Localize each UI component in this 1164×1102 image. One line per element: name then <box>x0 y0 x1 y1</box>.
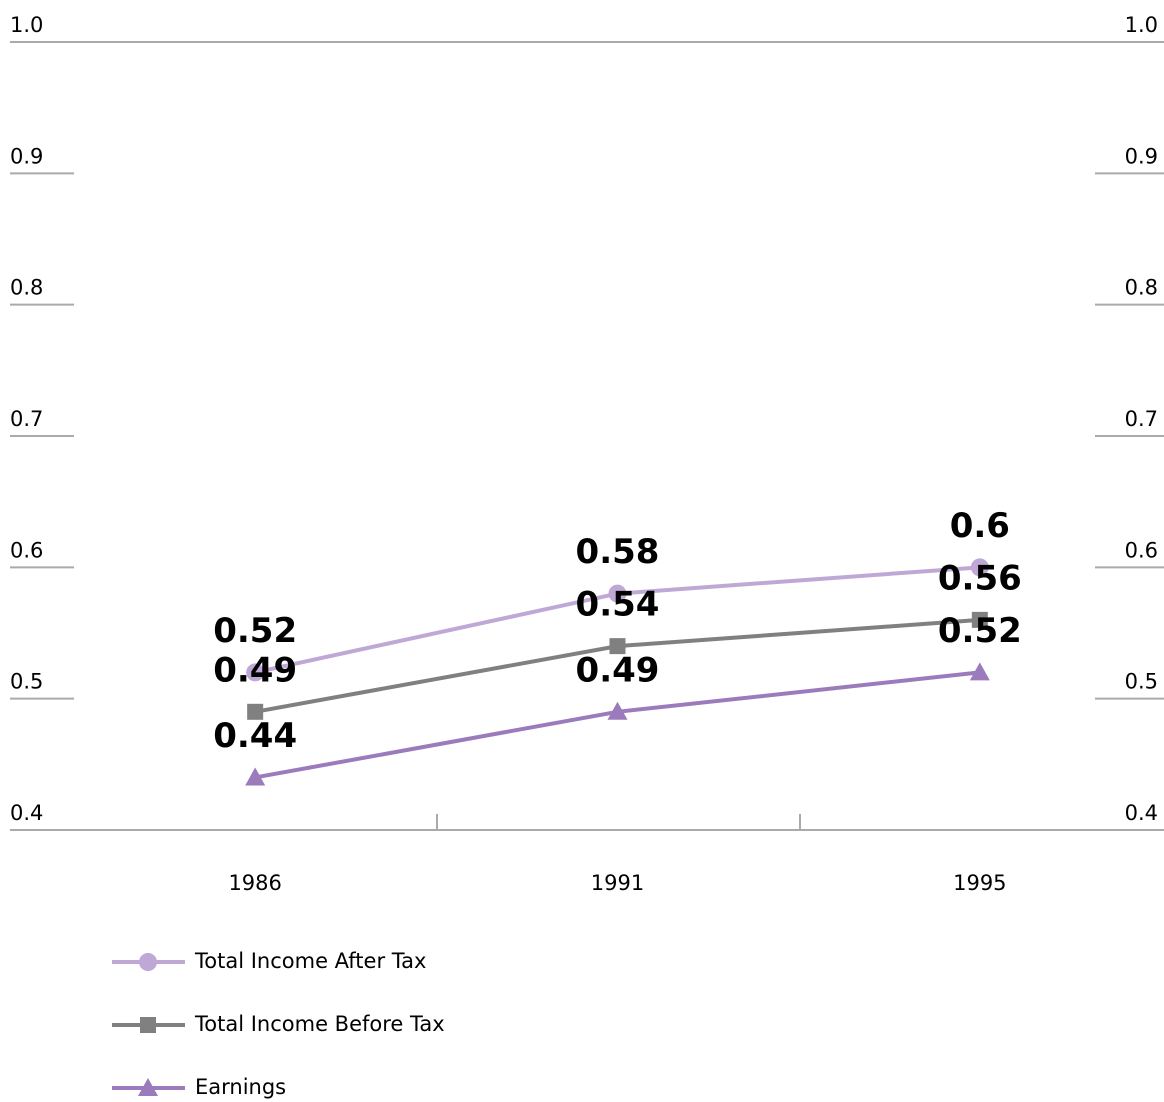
y2-tick-label: 0.8 <box>1125 276 1158 300</box>
point <box>609 638 626 655</box>
y-tick-label: 0.9 <box>10 144 43 168</box>
point <box>247 703 264 720</box>
point <box>607 701 628 720</box>
y2-tick-label: 0.9 <box>1125 144 1158 168</box>
data-label: 0.6 <box>950 506 1010 546</box>
point <box>971 611 988 628</box>
y-tick-label: 0.6 <box>10 538 43 562</box>
data-label: 0.52 <box>213 611 297 651</box>
x-tick-label: 1986 <box>228 871 281 895</box>
data-label: 0.54 <box>576 585 660 625</box>
y-tick-label: 0.8 <box>10 276 43 300</box>
y-tick-label: 0.4 <box>10 801 43 825</box>
data-label: 0.49 <box>576 650 660 690</box>
data-label: 0.52 <box>938 611 1022 651</box>
x-tick-label: 1991 <box>591 871 644 895</box>
y-tick-label: 0.7 <box>10 407 43 431</box>
legend-marker <box>140 1017 156 1033</box>
y2-tick-label: 0.6 <box>1125 538 1158 562</box>
data-label: 0.58 <box>576 532 660 572</box>
data-label: 0.56 <box>938 558 1022 598</box>
point <box>970 558 989 577</box>
y2-tick-label: 0.5 <box>1125 670 1158 694</box>
point <box>245 767 266 786</box>
data-label: 0.44 <box>213 716 297 756</box>
y-tick-label: 1.0 <box>10 13 43 37</box>
legend-label: Total Income After Tax <box>194 949 426 973</box>
point <box>969 662 990 681</box>
y2-tick-label: 0.7 <box>1125 407 1158 431</box>
legend-marker <box>139 953 157 971</box>
y2-tick-label: 1.0 <box>1125 13 1158 37</box>
point <box>246 663 265 682</box>
legend-label: Total Income Before Tax <box>194 1012 445 1036</box>
point <box>608 584 627 603</box>
data-label: 0.49 <box>213 650 297 690</box>
legend-label: Earnings <box>195 1075 286 1099</box>
legend-marker <box>138 1078 158 1096</box>
x-tick-label: 1995 <box>953 871 1006 895</box>
y2-tick-label: 0.4 <box>1125 801 1158 825</box>
y-tick-label: 0.5 <box>10 670 43 694</box>
